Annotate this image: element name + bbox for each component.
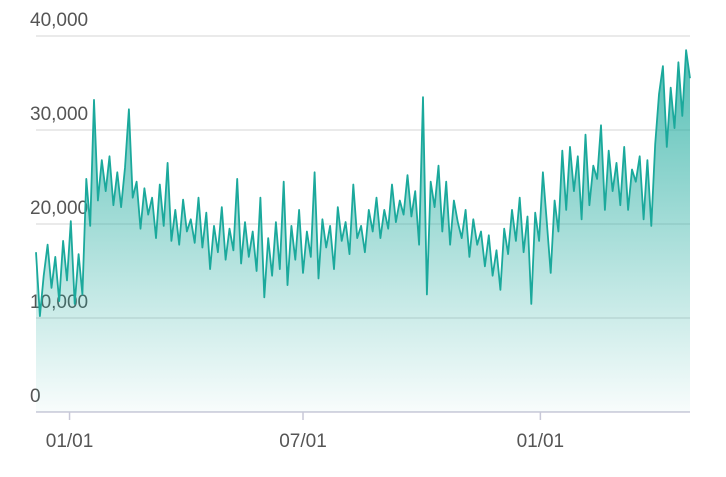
line <box>35 49 691 317</box>
y-tick-label: 40,000 <box>30 10 88 31</box>
x-tick-label: 07/01 <box>279 431 327 452</box>
y-tick-label: 0 <box>30 386 41 407</box>
x-tick-label: 01/01 <box>517 431 565 452</box>
y-tick-label: 20,000 <box>30 198 88 219</box>
x-tick-label: 01/01 <box>46 431 94 452</box>
y-tick-label: 30,000 <box>30 104 88 125</box>
area <box>36 50 690 412</box>
